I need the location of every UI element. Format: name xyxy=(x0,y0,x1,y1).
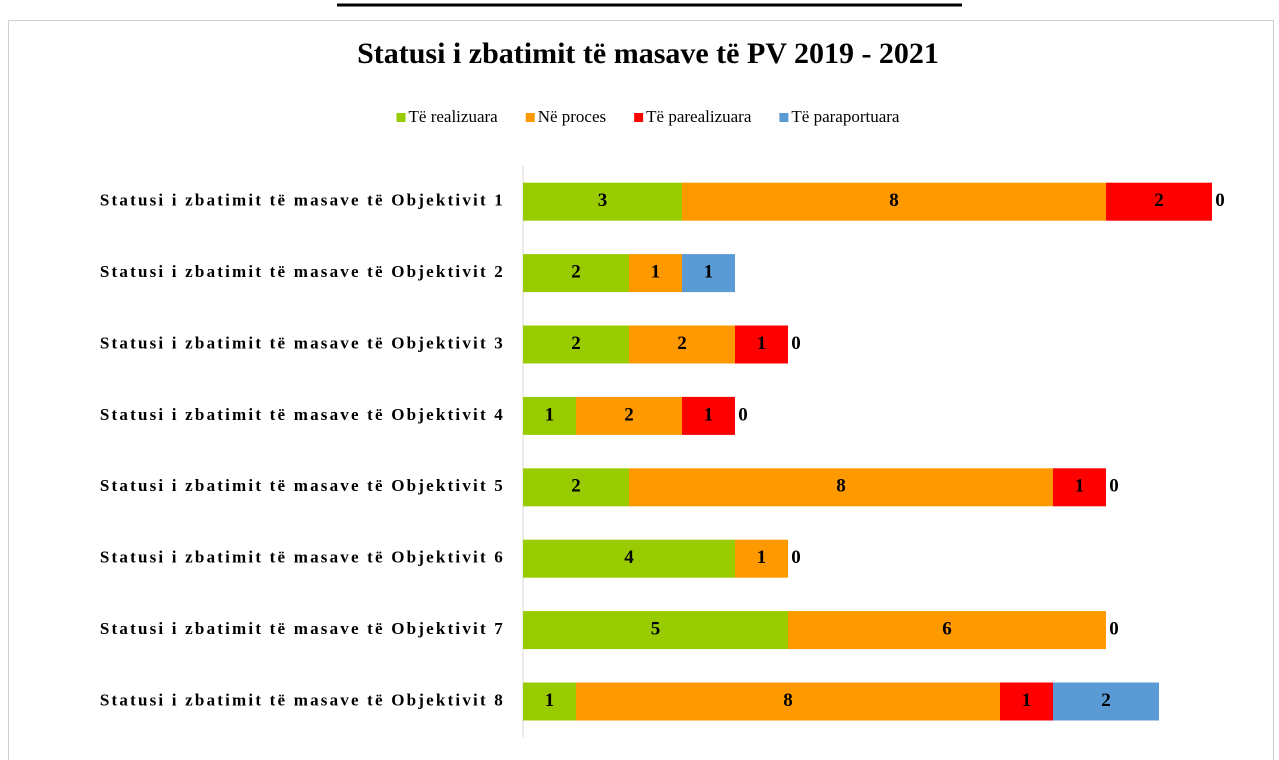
value-label: 2 xyxy=(624,404,634,425)
value-label: 1 xyxy=(1022,690,1032,711)
value-label: 0 xyxy=(1215,190,1225,211)
value-label: 1 xyxy=(704,261,714,282)
value-label: 6 xyxy=(942,618,952,639)
y-tick-label: Statusi i zbatimit të masave të Objektiv… xyxy=(100,619,505,638)
value-label: 0 xyxy=(738,404,748,425)
y-tick-label: Statusi i zbatimit të masave të Objektiv… xyxy=(100,262,505,281)
bar-segment xyxy=(788,611,1106,650)
value-label: 0 xyxy=(791,333,801,354)
bar-segment xyxy=(735,325,788,364)
legend-swatch xyxy=(779,113,789,122)
value-label: 3 xyxy=(598,190,608,211)
y-tick-label: Statusi i zbatimit të masave të Objektiv… xyxy=(100,548,505,567)
value-label: 1 xyxy=(1075,476,1085,497)
bar-segment xyxy=(523,182,682,221)
y-tick-label: Statusi i zbatimit të masave të Objektiv… xyxy=(100,333,505,352)
value-label: 2 xyxy=(1154,190,1164,211)
bar-segment xyxy=(1000,682,1053,721)
value-label: 2 xyxy=(677,333,687,354)
value-label: 1 xyxy=(757,333,767,354)
bar-segment xyxy=(682,182,1106,221)
value-label: 8 xyxy=(836,476,846,497)
bar-segment xyxy=(735,539,788,578)
bar-segment xyxy=(682,396,735,435)
legend-swatch xyxy=(525,113,535,122)
value-label: 1 xyxy=(704,404,714,425)
value-label: 5 xyxy=(651,618,661,639)
bar-segment xyxy=(629,254,682,293)
value-label: 2 xyxy=(1101,690,1111,711)
value-label: 0 xyxy=(791,547,801,568)
bar-segment xyxy=(523,468,629,507)
value-label: 1 xyxy=(545,690,555,711)
value-label: 2 xyxy=(571,476,581,497)
y-tick-label: Statusi i zbatimit të masave të Objektiv… xyxy=(100,191,505,210)
bar-segment xyxy=(629,325,735,364)
bar-segment xyxy=(576,396,682,435)
bar-segment xyxy=(682,254,735,293)
legend-label: Të realizuara xyxy=(409,107,499,126)
bar-segment xyxy=(523,611,788,650)
y-tick-label: Statusi i zbatimit të masave të Objektiv… xyxy=(100,405,505,424)
y-tick-label: Statusi i zbatimit të masave të Objektiv… xyxy=(100,476,505,495)
legend-swatch xyxy=(396,113,406,122)
value-label: 8 xyxy=(889,190,899,211)
chart-title: Statusi i zbatimit të masave të PV 2019 … xyxy=(357,37,939,70)
bar-segment xyxy=(1106,182,1212,221)
value-label: 1 xyxy=(757,547,767,568)
value-label: 0 xyxy=(1109,476,1119,497)
legend-label: Në proces xyxy=(538,107,606,126)
bar-segment xyxy=(576,682,1000,721)
y-tick-label: Statusi i zbatimit të masave të Objektiv… xyxy=(100,690,505,709)
value-label: 8 xyxy=(783,690,793,711)
legend-swatch xyxy=(634,113,644,122)
bar-segment xyxy=(523,254,629,293)
bar-segment xyxy=(1053,682,1159,721)
bar-segment xyxy=(629,468,1053,507)
bar-segment xyxy=(523,539,735,578)
bar-segment xyxy=(1053,468,1106,507)
value-label: 4 xyxy=(624,547,634,568)
bar-segment xyxy=(523,396,576,435)
legend-label: Të parealizuara xyxy=(646,107,752,126)
value-label: 0 xyxy=(1109,618,1119,639)
legend-label: Të paraportuara xyxy=(791,107,900,126)
value-label: 2 xyxy=(571,261,581,282)
value-label: 2 xyxy=(571,333,581,354)
value-label: 1 xyxy=(651,261,661,282)
bar-segment xyxy=(523,325,629,364)
bar-segment xyxy=(523,682,576,721)
value-label: 1 xyxy=(545,404,555,425)
